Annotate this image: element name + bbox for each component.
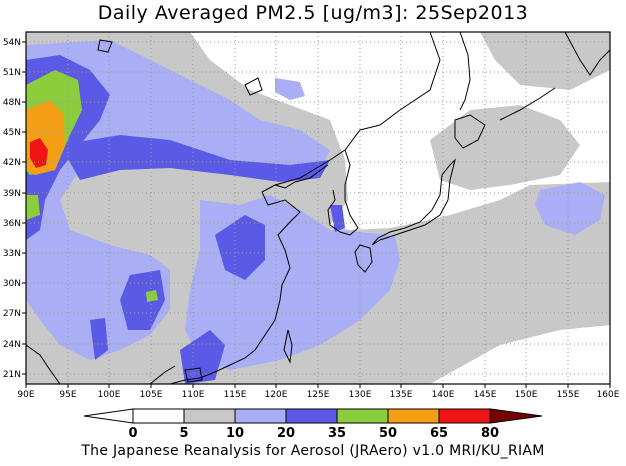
lon-label: 125E [307,390,330,400]
lon-label: 150E [515,390,538,400]
lat-label: 27N [3,309,21,319]
lat-label: 48N [3,98,21,108]
lon-label: 145E [474,390,497,400]
lat-label: 33N [3,249,21,259]
colorbar-label: 20 [277,426,295,441]
lat-label: 21N [3,370,21,380]
credit-line: The Japanese Reanalysis for Aerosol (JRA… [81,443,545,459]
colorbar-label: 80 [481,426,499,441]
colorbar-box [234,408,287,424]
coastline-bohai [274,164,329,189]
green-field-west [26,195,40,220]
lon-label: 105E [140,390,163,400]
lon-label: 160E [597,390,620,400]
coastline-kyushu [354,244,373,273]
blue-field-band [60,135,330,182]
colorbar-label: 10 [226,426,244,441]
blue-field-south [120,270,165,330]
lat-label: 36N [3,219,21,229]
gridlines [26,32,610,384]
lon-label: 120E [265,390,288,400]
lon-label: 135E [390,390,413,400]
lon-label: 110E [182,390,205,400]
colorbar: 0 5 10 20 35 50 65 80 [83,408,543,441]
lon-label: 130E [349,390,372,400]
coastline-kamchatka [564,32,610,76]
red-field [30,138,48,168]
blue-field-korea [330,205,345,232]
lat-label: 42N [3,158,21,168]
lat-label: 54N [3,38,21,48]
coastline-hainan [184,367,203,383]
lat-label: 45N [3,128,21,138]
lat-label: 51N [3,68,21,78]
colorbar-label: 35 [328,426,346,441]
tick-marks [22,41,611,388]
coastline-sakhalin [459,32,471,111]
lon-label: 100E [98,390,121,400]
coastline-west-edge [26,344,61,384]
colorbar-label: 5 [179,426,188,441]
coastline-lake [97,39,113,53]
coastline-kurils [499,87,556,121]
lon-label: 155E [557,390,580,400]
blue-field-southeast [180,330,225,384]
colorbar-label: 65 [430,426,448,441]
lat-label: 30N [3,279,21,289]
blue-field-central [215,215,265,280]
colorbar-box [438,408,491,424]
lat-label: 39N [3,189,21,199]
map-title: Daily Averaged PM2.5 [ug/m3]: 25Sep2013 [97,2,529,24]
colorbar-label: 50 [379,426,397,441]
coastline-vietnam [149,365,176,384]
colorbar-box [387,408,440,424]
colorbar-box [183,408,236,424]
blue-field-southwest [90,318,108,360]
colorbar-label: 0 [128,426,137,441]
field-65-80 [30,138,48,168]
colorbar-box [285,408,338,424]
lon-label: 115E [224,390,247,400]
lon-label: 95E [59,390,76,400]
coastline-lake-baikal [244,77,263,96]
lat-label: 24N [3,340,21,350]
colorbar-box [132,408,185,424]
lightblue-field-west [26,40,330,360]
lon-label: 90E [17,390,34,400]
coastline-china [169,32,441,384]
coastlines [26,32,610,384]
coastline-korea [327,149,359,236]
coastline-taiwan [283,329,293,364]
colorbar-arrow-low [83,408,134,424]
coastline-japan-honshu [371,158,456,246]
colorbar-box [336,408,389,424]
lightblue-field-pacific [535,182,605,235]
gray-field-north [480,32,610,90]
coastline-hokkaido [454,114,486,149]
green-field-south [146,290,158,302]
lon-labels: 90E 95E 100E 105E 110E 115E 120E 125E 13… [17,390,619,400]
lightblue-field-mongolia [275,78,305,100]
lon-label: 140E [432,390,455,400]
lat-labels: 21N 24N 27N 30N 33N 36N 39N 42N 45N 48N … [3,38,21,380]
gray-field-japan [430,105,580,190]
colorbar-arrow-high [489,408,543,424]
